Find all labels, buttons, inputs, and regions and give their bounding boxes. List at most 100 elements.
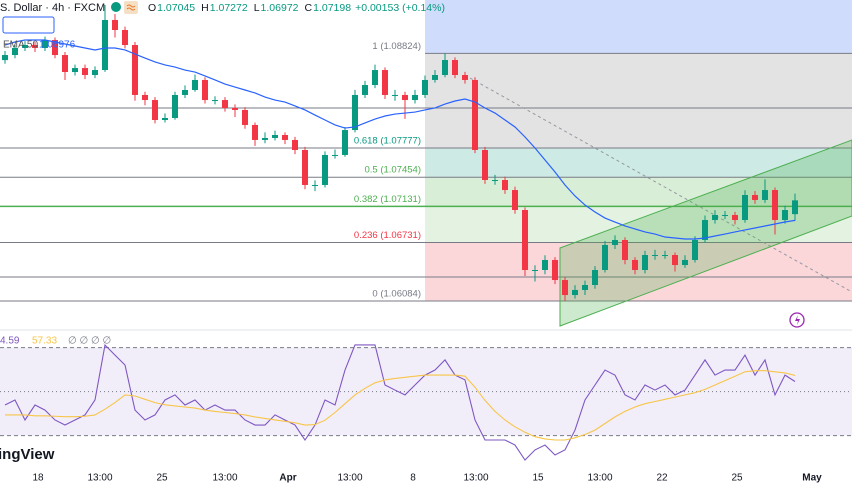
candle-body [692, 240, 698, 260]
legend-value: 1.07045 [157, 2, 195, 14]
fib-zone [425, 53, 852, 149]
legend-key: H [201, 2, 209, 14]
candle-body [792, 200, 798, 215]
ema-name: EMA 50 [3, 40, 38, 51]
candle-body [632, 259, 638, 270]
x-tick-label: 8 [410, 473, 416, 484]
x-tick-label: 15 [532, 473, 544, 484]
fib-zone [425, 0, 852, 54]
candle-body [102, 19, 108, 71]
candle-body [672, 255, 678, 266]
legend-value: +0.00153 (+0.14%) [355, 2, 445, 14]
candle-body [492, 180, 498, 181]
candle-body [302, 150, 308, 185]
chart-title: S. Dollar · 4h · FXCM [0, 2, 105, 14]
rsi-legend: ∅ ∅ ∅ ∅ [68, 336, 111, 347]
candle-body [312, 184, 318, 186]
fib-zone [425, 206, 852, 243]
candle-body [562, 280, 568, 296]
x-tick-label: 25 [731, 473, 743, 484]
candle-body [372, 70, 378, 86]
candle-body [252, 124, 258, 140]
candle-body [542, 259, 548, 270]
legend-value: 1.07198 [313, 2, 351, 14]
candle-body [172, 94, 178, 119]
candle-body [352, 94, 358, 131]
candle-body [552, 259, 558, 281]
candle-body [362, 85, 368, 95]
candle-body [132, 45, 138, 95]
candle-body [22, 45, 28, 48]
candle-body [462, 75, 468, 80]
candle-body [82, 68, 88, 75]
candle-body [42, 40, 48, 48]
candle-body [522, 210, 528, 270]
candle-body [272, 135, 278, 138]
candle-body [772, 190, 778, 221]
ema-value: 1.06976 [39, 40, 76, 51]
candle-body [182, 90, 188, 95]
candle-body [642, 255, 648, 270]
candle-body [162, 118, 168, 120]
status-icon [111, 2, 121, 12]
x-tick-label: 25 [156, 473, 168, 484]
x-tick-label: 13:00 [87, 473, 112, 484]
candle-body [782, 210, 788, 221]
candle-body [482, 150, 488, 180]
legend-key: L [254, 2, 260, 14]
candle-body [512, 190, 518, 210]
candle-body [242, 109, 248, 125]
fib-label: 0.382 (1.07131) [354, 194, 421, 205]
candle-body [112, 19, 118, 30]
fib-label: 0.5 (1.07454) [364, 165, 421, 176]
x-tick-label: 13:00 [337, 473, 362, 484]
candle-body [702, 220, 708, 240]
trend-line [469, 77, 852, 293]
candle-body [52, 40, 58, 56]
indicator-icon [124, 1, 138, 14]
candle-body [622, 240, 628, 260]
candle-body [192, 79, 198, 90]
candle-body [202, 79, 208, 101]
x-tick-label: May [802, 473, 822, 484]
fib-label: 1 (1.08824) [372, 41, 421, 52]
lightning-glyph [795, 315, 800, 325]
candle-body [92, 70, 98, 75]
fib-zone [425, 177, 852, 207]
candle-body [12, 47, 18, 56]
legend-key: O [148, 2, 156, 14]
candle-body [592, 270, 598, 285]
logo-text: ingView [0, 446, 55, 463]
price-box [2, 16, 55, 34]
candle-body [752, 195, 758, 200]
candle-body [652, 255, 658, 256]
candle-body [382, 70, 388, 95]
rsi-band [0, 347, 852, 436]
candle-body [442, 60, 448, 75]
legend-value: 1.07272 [210, 2, 248, 14]
candle-body [232, 107, 238, 110]
ohlc-legend: O1.07045 H1.07272 L1.06972 C1.07198 +0.00153… [148, 2, 445, 14]
candle-body [222, 100, 228, 108]
alert-icon [789, 312, 805, 328]
rsi-line [4, 343, 796, 461]
candle-body [532, 270, 538, 271]
candle-body [152, 100, 158, 120]
x-tick-label: 18 [32, 473, 44, 484]
candle-body [742, 195, 748, 221]
x-tick-label: Apr [279, 473, 296, 484]
candle-body [212, 100, 218, 102]
candle-body [682, 259, 688, 266]
x-tick-label: 22 [656, 473, 668, 484]
rsi-legend: 57.33 [32, 336, 57, 347]
candle-body [582, 285, 588, 290]
x-tick-label: 13:00 [587, 473, 612, 484]
wave-glyph [126, 4, 136, 11]
candle-body [122, 30, 128, 45]
candle-body [282, 135, 288, 140]
candle-body [502, 180, 508, 191]
candle-body [142, 94, 148, 101]
fib-label: 0.618 (1.07777) [354, 136, 421, 147]
x-tick-label: 13:00 [212, 473, 237, 484]
